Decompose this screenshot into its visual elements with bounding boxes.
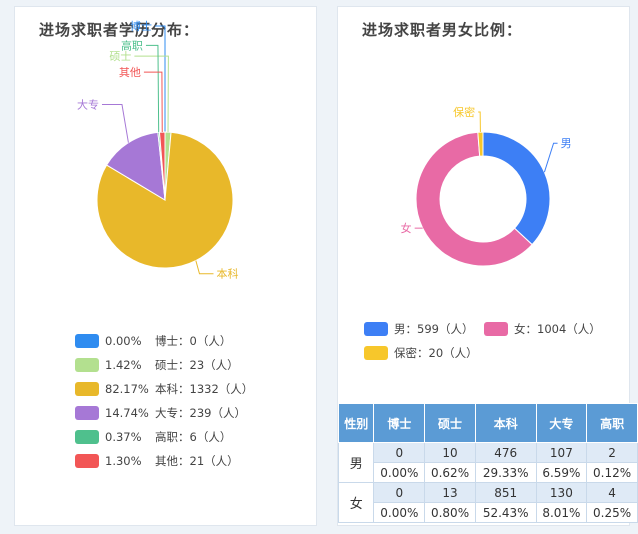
table-count-cell: 130 — [535, 482, 588, 503]
legend-label: 男：599（人） — [394, 322, 474, 336]
legend-swatch — [75, 454, 99, 468]
table-count-cell: 476 — [474, 442, 537, 463]
table-count-cell: 851 — [474, 482, 537, 503]
legend-label: 本科：1332（人） — [155, 382, 254, 396]
table-row: 0.00% 0.62% 29.33% 6.59% 0.12% — [339, 462, 638, 483]
legend-swatch — [484, 322, 508, 336]
edu-slice-label-0: 博士 — [130, 20, 152, 33]
table-count-cell: 2 — [586, 442, 638, 463]
legend-item[interactable]: 1.42% 硕士：23（人） — [75, 353, 253, 377]
gender-donut-chart: 男女 保密 — [401, 105, 572, 267]
edu-slice-label-2: 本科 — [216, 267, 238, 281]
table-percent-cell: 0.62% — [424, 462, 476, 483]
table-count-cell: 0 — [373, 482, 426, 503]
legend-percent: 82.17% — [105, 382, 149, 396]
table-count-cell: 4 — [586, 482, 638, 503]
legend-percent: 0.00% — [105, 334, 142, 348]
edu-slice-leader-4 — [145, 44, 160, 133]
table-count-cell: 10 — [424, 442, 476, 463]
legend-label: 硕士：23（人） — [155, 358, 239, 372]
legend-label: 保密：20（人） — [394, 346, 478, 360]
legend-item[interactable]: 0.37% 高职：6（人） — [75, 425, 253, 449]
gender-slice-2 — [477, 131, 484, 157]
legend-percent: 0.37% — [105, 430, 142, 444]
legend-label: 博士：0（人） — [155, 334, 232, 348]
gender-legend-item[interactable]: 女：1004（人） — [484, 321, 601, 337]
edu-slice-label-4: 高职 — [121, 38, 143, 52]
gender-slice-leader-2 — [478, 111, 481, 133]
legend-label: 女：1004（人） — [514, 322, 601, 336]
legend-item[interactable]: 82.17% 本科：1332（人） — [75, 377, 253, 401]
legend-swatch — [75, 406, 99, 420]
table-header-cell: 本科 — [474, 403, 537, 443]
table-header-cell: 博士 — [373, 403, 426, 443]
gender-slice-label-2: 保密 — [453, 105, 475, 119]
table-count-cell: 13 — [424, 482, 476, 503]
table-header-cell: 性别 — [337, 403, 375, 443]
gender-slice-leader-0 — [543, 142, 558, 173]
edu-slice-label-5: 其他 — [119, 66, 141, 79]
edu-slice-label-3: 大专 — [77, 98, 99, 112]
legend-label: 其他：21（人） — [155, 454, 239, 468]
legend-swatch — [364, 322, 388, 336]
legend-item[interactable]: 1.30% 其他：21（人） — [75, 449, 253, 473]
edu-slice-leader-1 — [134, 55, 169, 133]
gender-slice-label-1: 女 — [401, 221, 412, 235]
legend-percent: 14.74% — [105, 406, 149, 420]
gender-slice-label-0: 男 — [561, 137, 572, 150]
table-percent-cell: 0.00% — [373, 502, 426, 523]
gender-legend-item[interactable]: 保密：20（人） — [364, 345, 478, 361]
table-header-cell: 高职 — [586, 403, 638, 443]
table-count-cell: 0 — [373, 442, 426, 463]
table-header-cell: 硕士 — [424, 403, 476, 443]
gender-slice-1 — [415, 131, 533, 267]
legend-item[interactable]: 14.74% 大专：239（人） — [75, 401, 253, 425]
legend-swatch — [75, 430, 99, 444]
table-body: 男 0 10 476 107 2 0.00% 0.62% 29.33% 6.59% 0.12% 女 0 1… — [337, 442, 638, 523]
table-percent-cell: 52.43% — [474, 502, 537, 523]
table-percent-cell: 0.25% — [586, 502, 638, 523]
table-row: 0.00% 0.80% 52.43% 8.01% 0.25% — [339, 502, 638, 523]
table-percent-cell: 0.00% — [373, 462, 426, 483]
table-percent-cell: 8.01% — [535, 502, 588, 523]
gender-title: 进场求职者男女比例： — [362, 21, 523, 39]
education-panel: 进场求职者学历分布： 博士 硕士 本科 大专 高职 其他 0.00% 博士：0（人） 1.42… — [14, 6, 317, 526]
legend-swatch — [364, 346, 388, 360]
table-percent-cell: 0.80% — [424, 502, 476, 523]
edu-slice-label-1: 硕士 — [109, 50, 131, 63]
legend-percent: 1.42% — [105, 358, 142, 372]
legend-label: 高职：6（人） — [155, 430, 232, 444]
edu-slice-leader-2 — [195, 260, 214, 275]
legend-percent: 1.30% — [105, 454, 142, 468]
legend-swatch — [75, 382, 99, 396]
table-gender-cell: 女 — [337, 482, 375, 523]
edu-slice-leader-3 — [101, 104, 129, 143]
legend-item[interactable]: 0.00% 博士：0（人） — [75, 329, 253, 353]
education-legend: 0.00% 博士：0（人） 1.42% 硕士：23（人） 82.17% 本科：1332（人… — [75, 329, 253, 473]
edu-slice-leader-5 — [143, 71, 163, 133]
table-row: 女 0 13 851 130 4 — [337, 482, 638, 523]
gender-education-table: 性别 博士 硕士 本科 大专 高职 男 0 10 476 107 2 0.00% 0.62% 29.33%… — [337, 403, 638, 523]
legend-swatch — [75, 334, 99, 348]
legend-swatch — [75, 358, 99, 372]
table-percent-cell: 0.12% — [586, 462, 638, 483]
table-percent-cell: 29.33% — [474, 462, 537, 483]
table-gender-cell: 男 — [337, 442, 375, 483]
legend-label: 大专：239（人） — [155, 406, 246, 420]
table-header-row: 性别 博士 硕士 本科 大专 高职 — [337, 403, 638, 443]
table-header-cell: 大专 — [535, 403, 588, 443]
table-row: 男 0 10 476 107 2 — [337, 442, 638, 483]
table-count-cell: 107 — [535, 442, 588, 463]
table-percent-cell: 6.59% — [535, 462, 588, 483]
edu-slice-leader-0 — [155, 25, 166, 132]
gender-slice-0 — [482, 131, 551, 246]
gender-legend-item[interactable]: 男：599（人） — [364, 321, 473, 337]
